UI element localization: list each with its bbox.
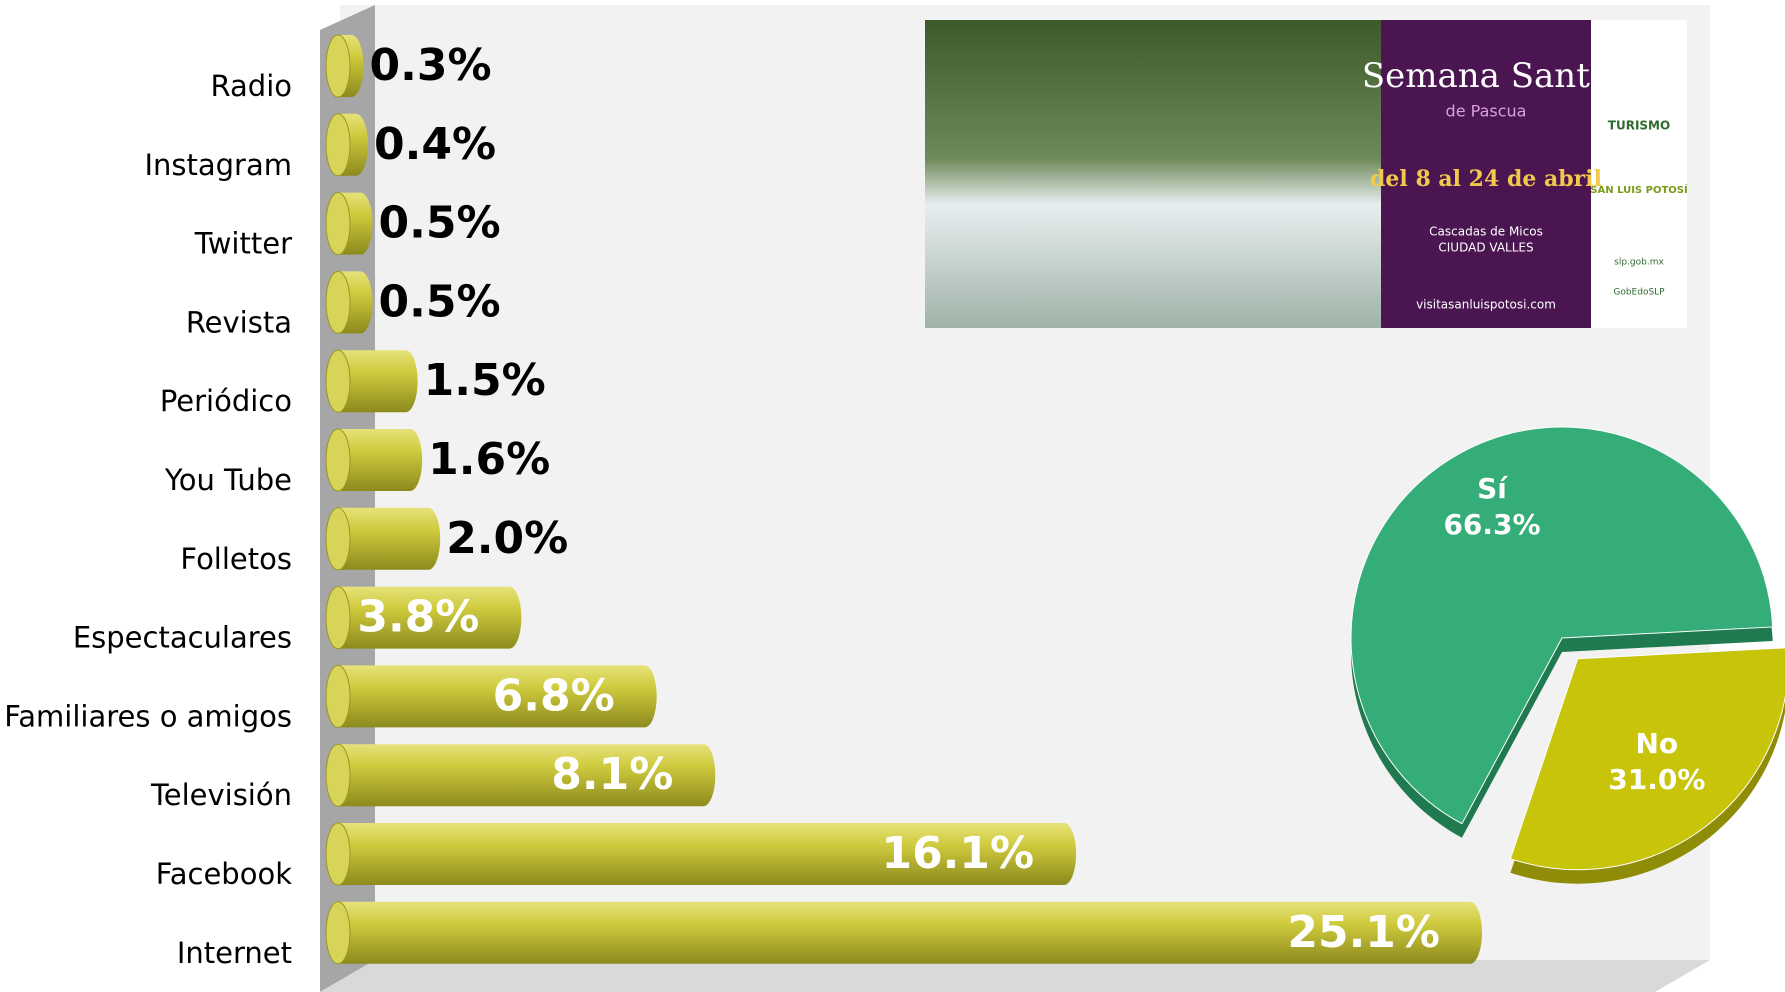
value-label: 6.8%: [493, 670, 615, 721]
bar-cap: [326, 587, 350, 649]
bar-cap: [326, 665, 350, 727]
banner-state: SAN LUIS POTOSÍ: [1590, 183, 1688, 196]
bar-cap: [326, 508, 350, 570]
banner-url: visitasanluispotosi.com: [1416, 298, 1556, 312]
value-label: 16.1%: [881, 828, 1034, 879]
banner-agency: TURISMO: [1608, 119, 1670, 133]
value-label: 0.4%: [374, 119, 496, 170]
category-label: You Tube: [164, 463, 292, 497]
bar-cap: [326, 429, 350, 491]
bar-cap: [326, 744, 350, 806]
category-label: Revista: [186, 305, 292, 339]
category-label: Radio: [211, 69, 293, 103]
category-label: Folletos: [180, 542, 292, 576]
banner-photo: [925, 20, 1381, 328]
slice-label: Sí: [1477, 472, 1508, 505]
value-label: 1.6%: [428, 434, 550, 485]
value-label: 0.5%: [379, 198, 501, 249]
category-label: Internet: [177, 936, 292, 970]
bar-cap: [326, 350, 350, 412]
category-label: Familiares o amigos: [4, 699, 292, 733]
bar-cap: [326, 193, 350, 255]
banner-handle: GobEdoSLP: [1613, 288, 1665, 298]
slice-value: 31.0%: [1608, 763, 1705, 796]
floor: [320, 960, 1710, 992]
category-label: Instagram: [144, 148, 292, 182]
bar-cap: [326, 114, 350, 176]
banner-subtitle: de Pascua: [1446, 102, 1527, 121]
value-label: 0.5%: [379, 276, 501, 327]
banner-site: slp.gob.mx: [1614, 258, 1664, 268]
value-label: 3.8%: [357, 592, 479, 643]
value-label: 2.0%: [446, 513, 568, 564]
bar-cap: [326, 271, 350, 333]
value-label: 25.1%: [1287, 907, 1440, 958]
value-label: 8.1%: [551, 749, 673, 800]
banner-place: Cascadas de Micos: [1429, 225, 1543, 239]
category-label: Facebook: [156, 857, 292, 891]
category-label: Twitter: [194, 227, 292, 261]
value-label: 0.3%: [370, 40, 492, 91]
banner-title: Semana Santa: [1362, 56, 1610, 96]
bar-cap: [326, 35, 350, 97]
page: Radio 0.3% Instagram 0.4% Twitter 0.5% Revista…: [0, 0, 1785, 992]
bar-cap: [326, 823, 350, 885]
bar-cap: [326, 902, 350, 964]
category-label: Espectaculares: [73, 621, 292, 655]
slice-label: No: [1635, 727, 1678, 760]
slice-value: 66.3%: [1443, 508, 1540, 541]
category-label: Periódico: [160, 384, 292, 418]
category-label: Televisión: [150, 778, 292, 812]
banner: Semana Santa de Pascua del 8 al 24 de ab…: [925, 20, 1688, 328]
banner-dates: del 8 al 24 de abril: [1370, 166, 1602, 192]
banner-city: CIUDAD VALLES: [1438, 241, 1533, 255]
value-label: 1.5%: [424, 355, 546, 406]
